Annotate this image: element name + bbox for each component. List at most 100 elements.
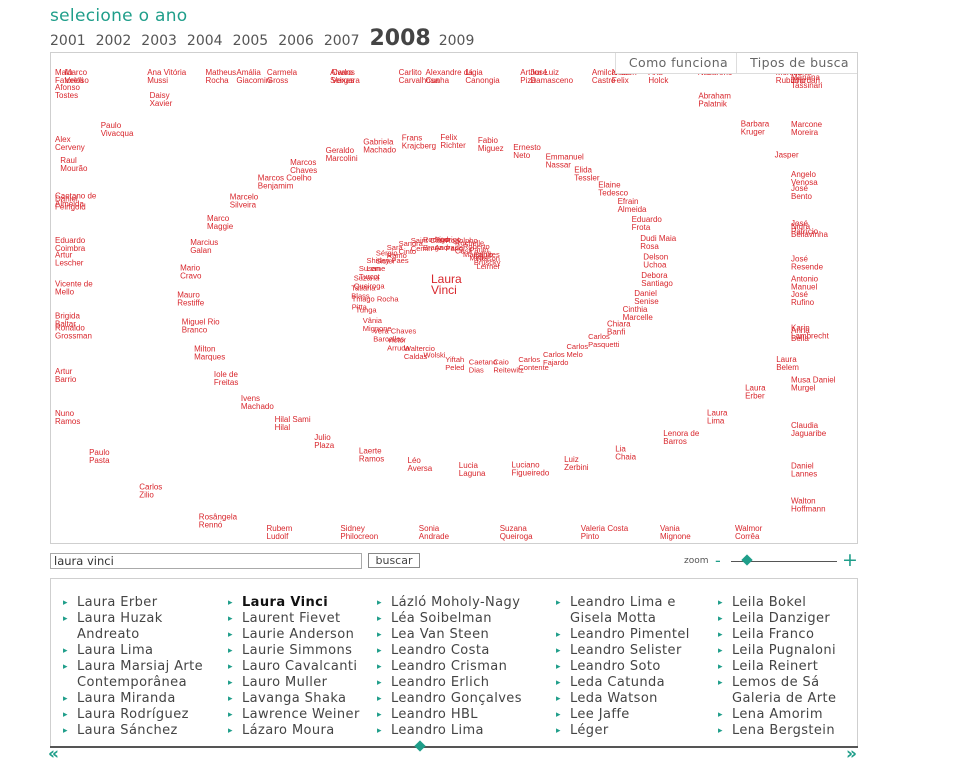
artist-name[interactable]: Marcos Coelho Benjamim (258, 173, 312, 190)
artist-name[interactable]: Sérgio Sister (376, 249, 398, 266)
artist-name[interactable]: Milton Marques (194, 345, 225, 362)
result-item[interactable]: Laura Miranda (63, 691, 203, 707)
artist-name[interactable]: Daniel Senise (634, 289, 659, 306)
artist-name[interactable]: Luiz Zerbini (564, 455, 589, 472)
artist-name[interactable]: Hilal Sami Hilal (275, 415, 311, 432)
how-it-works-button[interactable]: Como funciona (614, 53, 737, 74)
result-item[interactable]: Gisela Motta (570, 611, 657, 626)
artist-name[interactable]: Caetano de Almeida (55, 191, 97, 208)
artist-name[interactable]: Julio Plaza (314, 433, 335, 450)
artist-name[interactable]: Suzana Queiroga (354, 274, 386, 291)
artist-name[interactable]: Eduardo Frota (632, 215, 663, 232)
artist-name[interactable]: Rubem Ludolf (267, 524, 293, 541)
artist-name[interactable]: Alvaro Seixas (330, 68, 354, 85)
artist-name[interactable]: Victor Arruda (387, 336, 410, 353)
artist-name[interactable]: Lucia Laguna (459, 461, 486, 478)
artist-name[interactable]: Felix Richter (440, 133, 466, 150)
artist-name[interactable]: Tunga (356, 305, 378, 314)
result-item[interactable]: Leila Franco (718, 627, 836, 643)
artist-name[interactable]: Lia Chaia (615, 445, 636, 462)
artist-name[interactable]: Sandra Cinto (399, 239, 424, 256)
artist-name[interactable]: Delson Uchoa (643, 253, 668, 270)
artist-name[interactable]: Amilcar de Castro (592, 68, 630, 85)
artist-name[interactable]: Iole de Freitas (214, 370, 239, 387)
result-item[interactable]: Lemos de Sá (718, 675, 836, 691)
artist-name[interactable]: Walton Hoffmann (791, 497, 826, 514)
artist-name[interactable]: Brigida Baltar (55, 312, 80, 329)
result-item[interactable]: Laura Erber (63, 595, 203, 611)
artist-name[interactable]: Alex Cerveny (55, 135, 85, 152)
result-item[interactable]: Lavanga Shaka (228, 691, 360, 707)
artist-name[interactable]: Vicente de Mello (55, 280, 93, 297)
artist-name[interactable]: Marcelo Silveira (230, 192, 259, 209)
year-2007[interactable]: 2007 (323, 33, 360, 49)
artist-name[interactable]: Rosângela Rennó (199, 513, 238, 530)
artist-name[interactable]: Elida Tessler (574, 165, 600, 182)
artist-name[interactable]: Matheus Rocha (206, 68, 237, 85)
artist-name[interactable]: Valeria Costa Pinto (581, 524, 629, 541)
year-2004[interactable]: 2004 (186, 33, 223, 49)
year-2005[interactable]: 2005 (232, 33, 269, 49)
artist-name[interactable]: Malu Fatorelli (55, 68, 84, 85)
result-item[interactable]: Leandro Selister (556, 643, 690, 659)
artist-name[interactable]: Artur Lescher (55, 251, 84, 268)
artist-name[interactable]: Rodrigo Braga (423, 235, 449, 252)
artist-name[interactable]: Shirley Paes Leme (367, 256, 409, 273)
artist-name[interactable]: Carmela Gross (267, 68, 298, 85)
result-item[interactable]: Lena Amorim (718, 707, 836, 723)
artist-name[interactable]: Ronaldo Grossman (55, 324, 92, 341)
result-item[interactable]: Laura Marsiaj Arte (63, 659, 203, 675)
artist-name[interactable]: Artur Barrio (55, 367, 77, 384)
artist-name[interactable]: Paulo Pasta (89, 448, 110, 465)
artist-name[interactable]: José Bento (791, 184, 812, 201)
artist-name[interactable]: Nuno Ramos (55, 409, 80, 426)
artist-name[interactable]: Ivens Machado (241, 394, 274, 411)
year-2008[interactable]: 2008 (369, 26, 431, 51)
artist-name[interactable]: Afonso Tostes (55, 83, 80, 100)
year-2002[interactable]: 2002 (95, 33, 132, 49)
artist-name[interactable]: Sidney Philocreon (340, 524, 378, 541)
artist-name[interactable]: Sara Ramo (387, 243, 407, 260)
result-item[interactable]: Laura Lima (63, 643, 203, 659)
scroll-left-button[interactable]: « (48, 744, 59, 764)
artist-name[interactable]: Vera Chaves Barcellos (373, 326, 416, 343)
result-item[interactable]: Leandro Pimentel (556, 627, 690, 643)
artist-name[interactable]: Marcone Moreira (791, 120, 823, 137)
artist-name[interactable]: Laura Lima (707, 408, 728, 425)
artist-name[interactable]: Efrain Almeida (618, 197, 647, 214)
artist-name[interactable]: Amália Giacomini (236, 68, 272, 85)
result-item[interactable]: Leandro Costa (377, 643, 522, 659)
artist-name[interactable]: Marco Veloso (65, 68, 90, 85)
artist-name[interactable]: Ana Vitória Mussi (147, 68, 187, 85)
artist-name[interactable]: Waltercio Caldas (404, 344, 435, 361)
artist-name[interactable]: Rochelle Costi (455, 239, 484, 256)
artist-name[interactable]: Paulo Bruscky (474, 250, 501, 267)
result-item[interactable]: Leandro Gonçalves (377, 691, 522, 707)
artist-name[interactable]: Lígia Canongia (465, 68, 500, 85)
result-item[interactable]: Contemporânea (77, 675, 187, 690)
artist-name[interactable]: Marco Maggie (207, 214, 234, 231)
result-item[interactable]: Laura Huzak (63, 611, 203, 627)
result-item[interactable]: Lázló Moholy-Nagy (377, 595, 522, 611)
artist-name[interactable]: Marcos Chaves (290, 158, 317, 175)
artist-name[interactable]: Laura Erber (745, 384, 766, 401)
result-item[interactable]: Leda Catunda (556, 675, 690, 691)
artist-name[interactable]: Caetano Dias (469, 357, 497, 374)
zoom-in-button[interactable]: + (842, 549, 858, 571)
artist-name[interactable]: Laerte Ramos (359, 447, 384, 464)
artist-name[interactable]: Walmor Corrêa (735, 524, 763, 541)
artist-name[interactable]: Carlito Carvalhosa (399, 68, 440, 85)
artist-name[interactable]: Carlos Contente (518, 355, 548, 372)
result-item[interactable]: Leandro Soto (556, 659, 690, 675)
artist-name[interactable]: Daniel Feingold (55, 195, 86, 212)
artist-name[interactable]: José Damasceno (530, 68, 573, 85)
year-2001[interactable]: 2001 (50, 33, 86, 49)
artist-name[interactable]: Fabio Miguez (478, 136, 504, 153)
artist-name[interactable]: Carlos Fajardo (543, 350, 568, 367)
artist-name[interactable]: Daniel Lannes (791, 462, 817, 479)
artist-name[interactable]: José Rufino (791, 290, 815, 307)
artist-name[interactable]: Paulo Meira (469, 246, 489, 263)
artist-name[interactable]: Miguel Rio Branco (182, 318, 220, 335)
artist-name[interactable]: Geraldo Marcolini (326, 146, 358, 163)
artist-name[interactable]: Marcius Galan (190, 238, 218, 255)
